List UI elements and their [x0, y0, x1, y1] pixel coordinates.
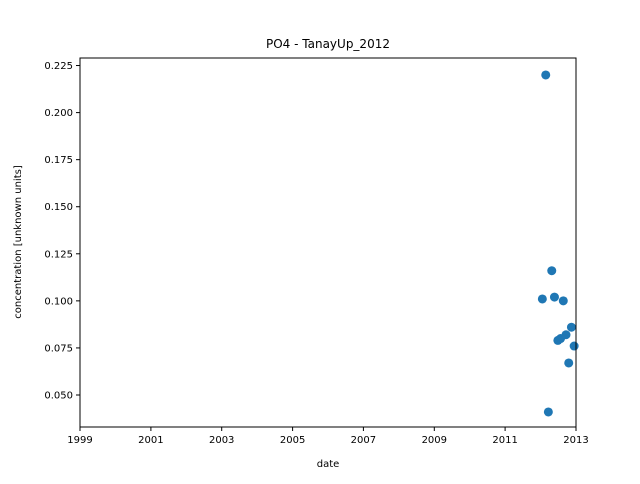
- x-tick-label: 2007: [351, 435, 376, 446]
- y-axis-label: concentration [unknown units]: [13, 165, 24, 319]
- x-tick-label: 2003: [209, 435, 234, 446]
- y-axis: 0.050 0.075 0.100 0.125 0.150 0.175 0.200 0.225: [44, 61, 80, 401]
- x-tick-label: 2011: [492, 435, 517, 446]
- data-point: [537, 294, 547, 304]
- x-tick-label: 2005: [280, 435, 305, 446]
- data-point: [558, 296, 568, 306]
- y-tick-label: 0.150: [44, 202, 73, 213]
- y-tick-label: 0.125: [44, 249, 73, 260]
- y-tick-label: 0.075: [44, 343, 73, 354]
- data-point: [543, 407, 553, 417]
- y-tick-label: 0.050: [44, 390, 73, 401]
- chart-title: PO4 - TanayUp_2012: [266, 37, 390, 51]
- x-tick-label: 1999: [67, 435, 92, 446]
- data-point: [566, 322, 576, 332]
- points-layer: [537, 70, 579, 417]
- data-point: [541, 70, 551, 80]
- data-point: [564, 358, 574, 368]
- x-tick-label: 2001: [138, 435, 163, 446]
- x-axis: 1999 2001 2003 2005 2007 2009 2011 2013: [67, 427, 589, 446]
- data-point: [561, 330, 571, 340]
- x-tick-label: 2009: [422, 435, 447, 446]
- data-point: [547, 266, 557, 276]
- plot-frame: [79, 57, 577, 428]
- y-tick-label: 0.225: [44, 61, 73, 72]
- data-point: [569, 341, 579, 351]
- y-tick-label: 0.100: [44, 296, 73, 307]
- x-tick-label: 2013: [563, 435, 588, 446]
- y-tick-label: 0.175: [44, 155, 73, 166]
- x-axis-label: date: [317, 459, 340, 470]
- y-tick-label: 0.200: [44, 108, 73, 119]
- data-point: [549, 292, 559, 302]
